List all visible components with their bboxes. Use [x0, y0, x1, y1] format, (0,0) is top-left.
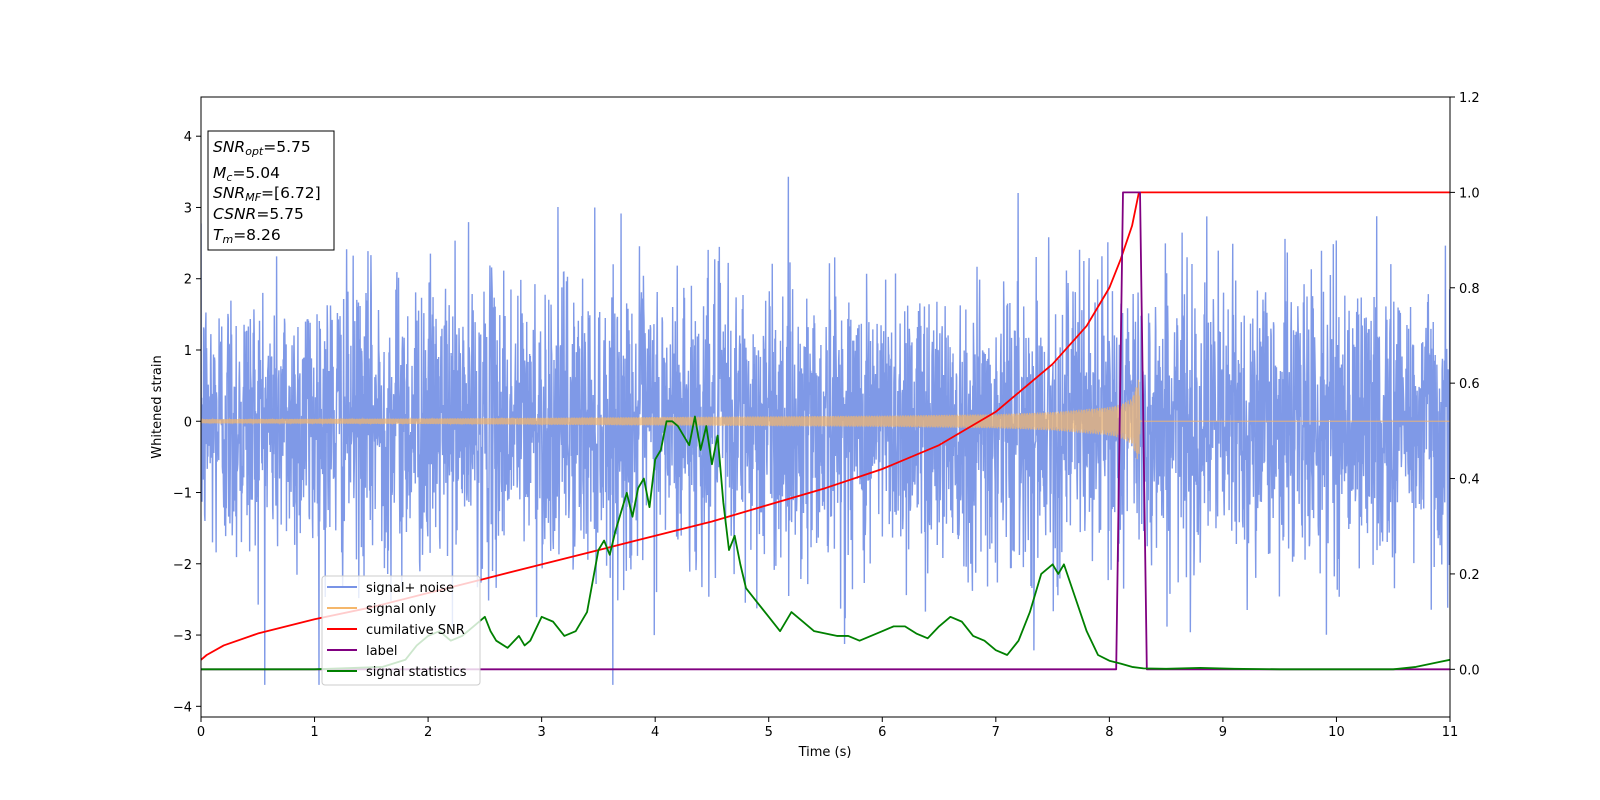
info-csnr: CSNR=5.75 — [213, 205, 304, 223]
info-box-frame — [207, 130, 335, 251]
x-tick-label: 10 — [1328, 725, 1345, 740]
legend-label-signal-statistics: signal statistics — [366, 665, 467, 680]
y-tick-label: −1 — [173, 487, 192, 502]
legend-label-label: label — [366, 644, 397, 659]
y-tick-label: −3 — [173, 629, 192, 644]
series-signal-statistics — [201, 415, 1450, 671]
info-mc: Mc=5.04 — [213, 164, 280, 184]
y-tick-label: 4 — [184, 130, 192, 145]
x-tick-label: 7 — [992, 725, 1000, 740]
x-tick-label: 6 — [878, 725, 886, 740]
y-tick-label: 1 — [184, 344, 192, 359]
y2-tick-label: 0.4 — [1459, 473, 1480, 488]
x-tick-label: 8 — [1105, 725, 1113, 740]
y-tick-label: −2 — [173, 558, 192, 573]
x-tick-label: 0 — [197, 725, 205, 740]
y-tick-label: 2 — [184, 273, 192, 288]
y2-axis-ticks: 0.0 0.2 0.4 0.6 0.8 1.0 1.2 — [1450, 91, 1480, 678]
x-tick-label: 2 — [424, 725, 432, 740]
y2-tick-label: 0.6 — [1459, 377, 1480, 392]
x-tick-label: 9 — [1219, 725, 1227, 740]
legend-label-cumulative-snr: cumilative SNR — [366, 623, 465, 638]
x-axis-label: Time (s) — [798, 745, 852, 760]
y2-tick-label: 1.2 — [1459, 91, 1480, 106]
y2-tick-label: 0.2 — [1459, 568, 1480, 583]
x-axis-ticks: 0 1 2 3 4 5 6 7 8 9 10 11 — [197, 717, 1458, 740]
y-tick-label: −4 — [173, 700, 192, 715]
series-signal-only — [201, 379, 1450, 460]
series-label — [201, 191, 1450, 671]
y-axis-label: Whitened strain — [150, 355, 165, 458]
legend-label-signal-noise: signal+ noise — [366, 581, 454, 596]
axes-frame — [200, 96, 1451, 718]
legend-label-signal-only: signal only — [366, 602, 436, 617]
info-snr-opt: SNRopt=5.75 — [213, 138, 311, 158]
y-tick-label: 0 — [184, 415, 192, 430]
info-box: SNRopt=5.75 Mc=5.04 SNRMF=[6.72] CSNR=5.… — [207, 130, 335, 251]
x-tick-label: 5 — [765, 725, 773, 740]
y2-tick-label: 0.8 — [1459, 282, 1480, 297]
x-tick-label: 11 — [1442, 725, 1459, 740]
legend: signal+ noise signal only cumilative SNR… — [321, 575, 481, 686]
legend-frame — [321, 575, 481, 686]
y2-tick-label: 0.0 — [1459, 663, 1480, 678]
y-tick-label: 3 — [184, 201, 192, 216]
series-signal-noise — [201, 176, 1450, 685]
x-tick-label: 3 — [537, 725, 545, 740]
y2-tick-label: 1.0 — [1459, 186, 1480, 201]
info-tm: Tm=8.26 — [213, 226, 281, 246]
info-snr-mf: SNRMF=[6.72] — [213, 184, 321, 204]
x-tick-label: 1 — [310, 725, 318, 740]
x-tick-label: 4 — [651, 725, 659, 740]
y-axis-ticks: −4 −3 −2 −1 0 1 2 3 4 — [173, 130, 201, 715]
